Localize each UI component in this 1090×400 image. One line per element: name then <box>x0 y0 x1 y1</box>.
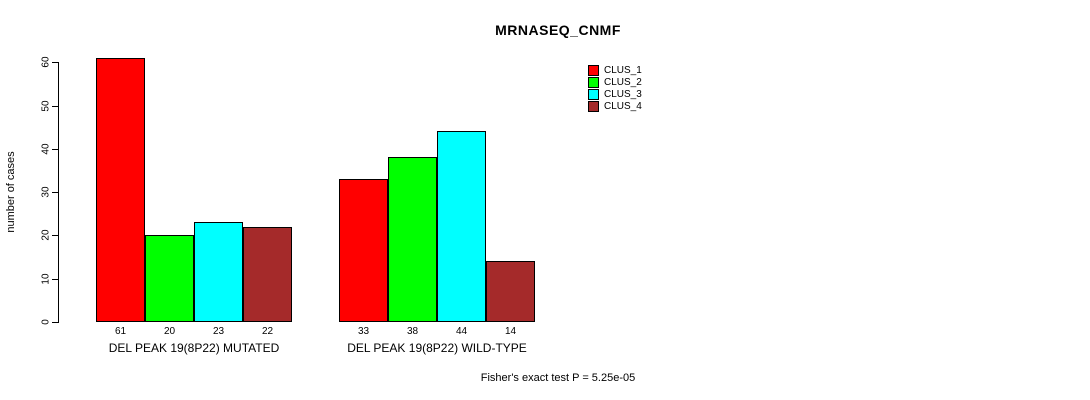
y-tick <box>52 149 58 150</box>
bar-value-label: 44 <box>455 326 468 337</box>
legend-swatch-clus_3 <box>588 89 599 100</box>
bar-clus_4-group1 <box>243 227 292 322</box>
bar-value-label: 33 <box>357 326 370 337</box>
bar-clus_4-group2 <box>486 261 535 322</box>
y-tick-label: 30 <box>40 186 52 198</box>
y-tick-label: 50 <box>40 100 52 112</box>
y-tick-label: 40 <box>40 143 52 155</box>
y-tick-label: 20 <box>40 229 52 241</box>
y-tick <box>52 322 58 323</box>
legend-label-clus_4: CLUS_4 <box>604 101 642 112</box>
stats-footer: Fisher's exact test P = 5.25e-05 <box>480 372 636 384</box>
bar-value-label: 22 <box>261 326 274 337</box>
y-tick-label: 10 <box>40 273 52 285</box>
legend-swatch-clus_2 <box>588 77 599 88</box>
legend-swatch-clus_4 <box>588 101 599 112</box>
bar-clus_2-group1 <box>145 235 194 322</box>
bar-value-label: 38 <box>406 326 419 337</box>
y-tick <box>52 279 58 280</box>
bar-clus_1-group2 <box>339 179 388 322</box>
y-tick <box>52 106 58 107</box>
y-tick <box>52 62 58 63</box>
legend-label-clus_2: CLUS_2 <box>604 77 642 88</box>
bar-value-label: 14 <box>504 326 517 337</box>
bar-clus_2-group2 <box>388 157 437 322</box>
y-axis-line <box>58 62 59 323</box>
bar-clus_3-group1 <box>194 222 243 322</box>
legend-label-clus_3: CLUS_3 <box>604 89 642 100</box>
y-tick-label: 60 <box>40 56 52 68</box>
group-label-1: DEL PEAK 19(8P22) MUTATED <box>108 341 280 355</box>
y-axis-label: number of cases <box>5 151 17 233</box>
bar-value-label: 61 <box>114 326 127 337</box>
legend-swatch-clus_1 <box>588 65 599 76</box>
group-label-2: DEL PEAK 19(8P22) WILD-TYPE <box>347 341 527 355</box>
y-tick-label: 0 <box>40 319 52 325</box>
chart-title: MRNASEQ_CNMF <box>495 22 621 38</box>
y-tick <box>52 192 58 193</box>
legend-label-clus_1: CLUS_1 <box>604 65 642 76</box>
bar-value-label: 23 <box>212 326 225 337</box>
y-tick <box>52 235 58 236</box>
bar-clus_1-group1 <box>96 58 145 322</box>
bar-value-label: 20 <box>163 326 176 337</box>
bar-clus_3-group2 <box>437 131 486 322</box>
